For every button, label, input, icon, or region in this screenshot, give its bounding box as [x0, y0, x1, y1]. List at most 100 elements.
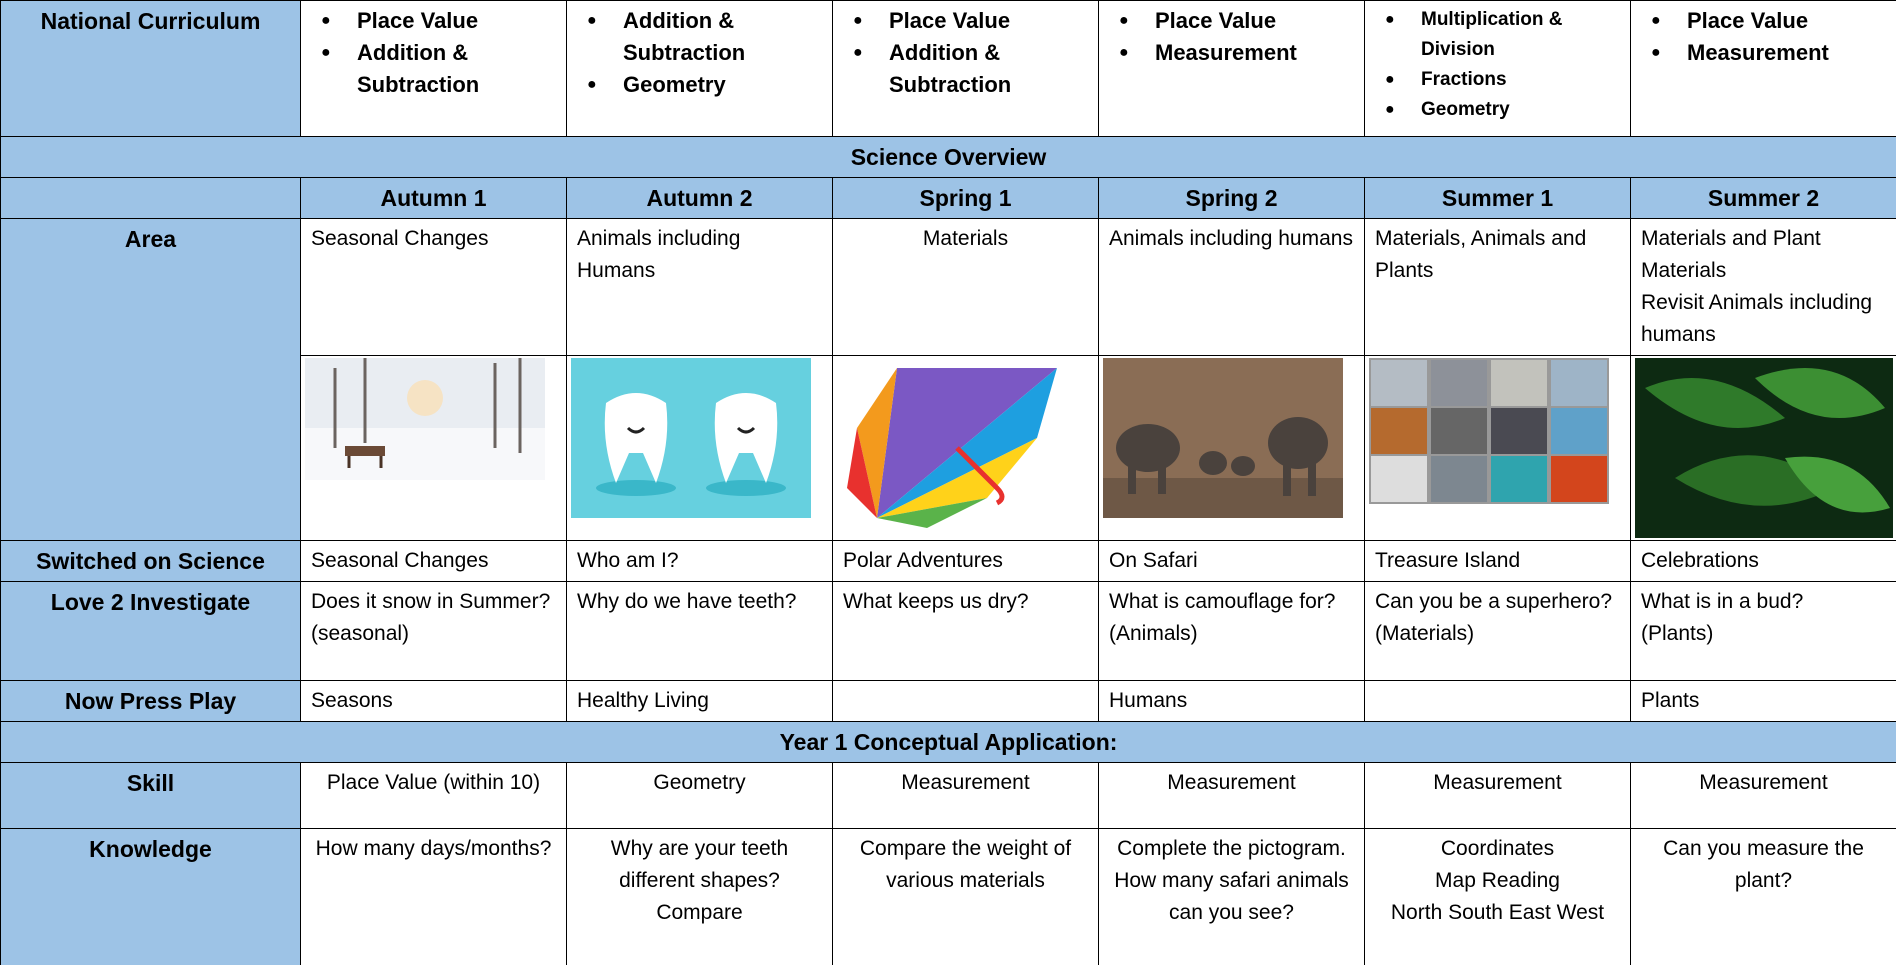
row-label: Now Press Play [0, 680, 301, 722]
bullet-list: Place ValueMeasurement [1641, 5, 1886, 69]
area-cell: Materials, Animals and Plants [1364, 218, 1631, 356]
body-cell: Polar Adventures [832, 540, 1099, 582]
elephants-picture [1103, 358, 1343, 518]
bullet-item: Place Value [853, 5, 1088, 37]
curriculum-cell: Place ValueAddition & Subtraction [832, 0, 1099, 137]
winter-picture [305, 358, 545, 480]
table-row: Skill Place Value (within 10) Geometry Meas… [0, 762, 1896, 829]
bullet-item: Place Value [1651, 5, 1886, 37]
illustration-shape [345, 446, 385, 456]
illustration-shape [1755, 368, 1885, 418]
materials-picture [1369, 358, 1609, 504]
body-cell: Can you be a superhero? (Materials) [1364, 581, 1631, 681]
body-cell: Humans [1098, 680, 1365, 722]
illustration-shape [1283, 458, 1291, 496]
bullet-list: Multiplication & DivisionFractionsGeomet… [1375, 5, 1620, 125]
bullet-list: Place ValueMeasurement [1109, 5, 1354, 69]
area-cell: Materials [832, 218, 1099, 356]
table-row: Science Overview [0, 136, 1896, 178]
row-label: Skill [0, 762, 301, 829]
curriculum-cell: Addition & SubtractionGeometry [566, 0, 833, 137]
illustration-shape [1128, 458, 1136, 494]
illustration-shape [1431, 360, 1487, 406]
illustration-shape [1199, 451, 1227, 475]
table-row: Year 1 Conceptual Application: [0, 721, 1896, 763]
section-title: Science Overview [0, 136, 1896, 178]
curriculum-cell: Place ValueMeasurement [1630, 0, 1896, 137]
bullet-item: Geometry [1385, 95, 1620, 125]
illustration-shape [1431, 456, 1487, 502]
row-label: Knowledge [0, 828, 301, 965]
illustration-shape [1116, 424, 1180, 472]
illustration-shape [847, 428, 877, 518]
illustration-shape [1231, 456, 1255, 476]
row-label: National Curriculum [0, 0, 301, 137]
body-cell: What is in a bud? (Plants) [1630, 581, 1896, 681]
bullet-item: Addition & Subtraction [321, 37, 556, 101]
illustration-shape [706, 480, 786, 496]
table-row: Switched on Science Seasonal Changes Who a… [0, 540, 1896, 582]
table-row: Love 2 Investigate Does it snow in Summer… [0, 581, 1896, 681]
body-cell: Does it snow in Summer? (seasonal) [300, 581, 567, 681]
illustration-shape [1491, 360, 1547, 406]
row-label: Love 2 Investigate [0, 581, 301, 681]
bullet-item: Multiplication & Division [1385, 5, 1620, 65]
curriculum-cell: Multiplication & DivisionFractionsGeomet… [1364, 0, 1631, 137]
illustration-shape [1308, 458, 1316, 496]
illustration-shape [857, 368, 897, 518]
illustration-shape [407, 380, 443, 416]
body-cell: Healthy Living [566, 680, 833, 722]
row-label: Area [0, 218, 301, 541]
body-cell: Treasure Island [1364, 540, 1631, 582]
picture-cell [1630, 355, 1896, 541]
illustration-shape [1645, 378, 1785, 428]
illustration-shape [1371, 456, 1427, 502]
picture-cell [832, 355, 1099, 541]
body-cell: Place Value (within 10) [300, 762, 567, 829]
illustration-shape [1158, 458, 1166, 494]
illustration-shape [1551, 456, 1607, 502]
body-cell: Geometry [566, 762, 833, 829]
bullet-list: Addition & SubtractionGeometry [577, 5, 822, 101]
curriculum-cell: Place ValueMeasurement [1098, 0, 1365, 137]
area-cell: Materials and Plant Materials Revisit An… [1630, 218, 1896, 356]
bullet-list: Place ValueAddition & Subtraction [843, 5, 1088, 101]
illustration-shape [877, 368, 1057, 518]
illustration-shape [1491, 408, 1547, 454]
body-cell: Measurement [832, 762, 1099, 829]
body-cell: Who am I? [566, 540, 833, 582]
term-header: Autumn 2 [566, 177, 833, 219]
table-row: Autumn 1 Autumn 2 Spring 1 Spring 2 Summer 1… [0, 177, 1896, 219]
illustration-shape [877, 498, 987, 528]
teeth-picture [571, 358, 811, 518]
row-label: Switched on Science [0, 540, 301, 582]
body-cell: How many days/months? [300, 828, 567, 965]
illustration-shape [1116, 417, 1328, 496]
table-row: Now Press Play Seasons Healthy Living Human… [0, 680, 1896, 722]
illustration-shape [1371, 408, 1427, 454]
illustration-shape [604, 393, 668, 483]
table-row: National CurriculumPlace ValueAddition &… [0, 0, 1896, 137]
leaves-picture [1635, 358, 1893, 538]
illustration-shape [1785, 456, 1890, 513]
body-cell: Why do we have teeth? [566, 581, 833, 681]
body-cell: Measurement [1098, 762, 1365, 829]
body-cell: Can you measure the plant? [1630, 828, 1896, 965]
body-cell: Why are your teeth different shapes? Com… [566, 828, 833, 965]
body-cell: Complete the pictogram. How many safari … [1098, 828, 1365, 965]
body-cell: Measurement [1630, 762, 1896, 829]
picture-cell [1098, 355, 1365, 541]
body-cell: Compare the weight of various materials [832, 828, 1099, 965]
area-cell: Animals including Humans [566, 218, 833, 356]
section-title: Year 1 Conceptual Application: [0, 721, 1896, 763]
bullet-item: Measurement [1651, 37, 1886, 69]
illustration-shape [626, 426, 646, 434]
body-cell: On Safari [1098, 540, 1365, 582]
area-cell: Seasonal Changes [300, 218, 567, 356]
illustration-shape [714, 393, 778, 483]
table-row [1, 355, 1896, 541]
